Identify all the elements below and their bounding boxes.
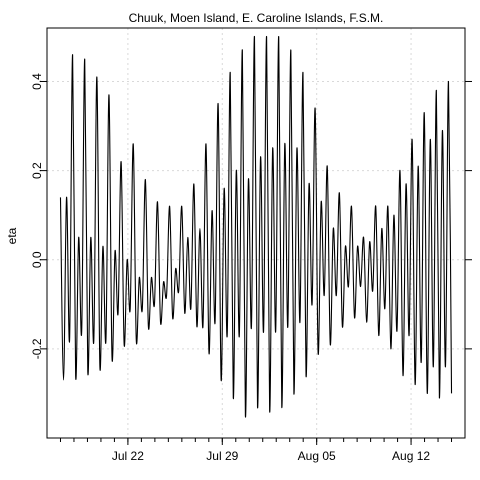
y-tick-label: 0.4 bbox=[30, 73, 44, 90]
plot-frame bbox=[46, 27, 466, 439]
chart-title: Chuuk, Moen Island, E. Caroline Islands,… bbox=[129, 11, 384, 25]
x-tick-label: Jul 29 bbox=[206, 449, 238, 463]
x-tick-label: Aug 12 bbox=[392, 449, 430, 463]
x-tick-label: Jul 22 bbox=[112, 449, 144, 463]
y-tick-label: 0.2 bbox=[30, 162, 44, 179]
axis-layer: Jul 22 Jul 29 Aug 05 Aug 12 -0.2 0.0 0.2 0.4 bbox=[30, 73, 472, 463]
x-tick-label: Aug 05 bbox=[298, 449, 336, 463]
y-tick-label: -0.2 bbox=[30, 338, 44, 359]
y-axis-label: eta bbox=[5, 227, 19, 244]
series-layer bbox=[59, 36, 453, 418]
series-line bbox=[59, 36, 453, 418]
y-tick-label: 0.0 bbox=[30, 251, 44, 268]
